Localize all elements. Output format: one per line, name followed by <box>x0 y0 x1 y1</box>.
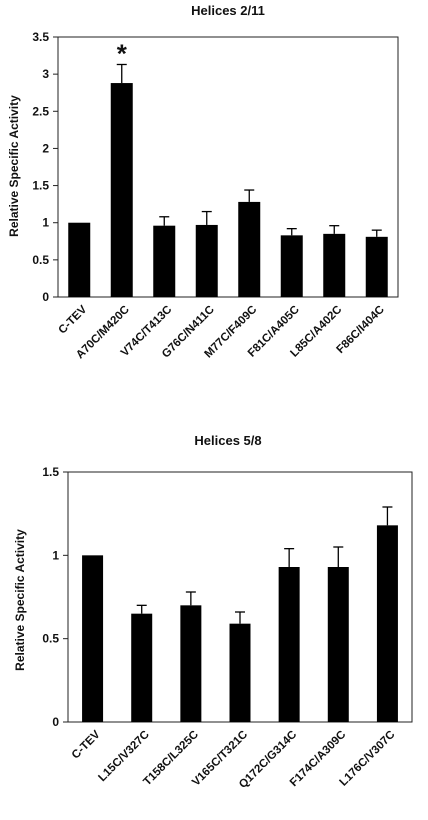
bar <box>131 613 153 722</box>
y-tick-label: 1.5 <box>42 465 59 479</box>
bar <box>153 225 176 297</box>
y-axis-label: Relative Specific Activity <box>7 95 21 237</box>
y-tick-label: 0 <box>42 290 49 304</box>
y-tick-label: 1.5 <box>32 179 49 193</box>
bar <box>229 623 251 722</box>
bar <box>376 525 398 722</box>
chart-title: Helices 2/11 <box>191 3 265 18</box>
y-ticks: 0 0.5 1 1.5 <box>42 465 68 729</box>
bar <box>68 222 91 297</box>
x-tick-label: L15C/V327C <box>96 729 151 784</box>
bars <box>82 525 398 722</box>
bar <box>323 233 346 297</box>
y-tick-label: 1 <box>42 216 49 230</box>
bar <box>110 83 133 297</box>
bar <box>280 235 303 297</box>
chart-title: Helices 5/8 <box>194 433 261 448</box>
bar <box>82 555 104 722</box>
x-tick-label: C-TEV <box>70 728 103 761</box>
x-tick-label: C-TEV <box>56 303 89 336</box>
y-tick-label: 0.5 <box>42 632 59 646</box>
bar <box>238 201 261 297</box>
y-tick-label: 2.5 <box>32 104 49 118</box>
bar <box>195 224 218 297</box>
chart-helices-2-11: Helices 2/11 Relative Specific Activity … <box>7 3 399 361</box>
y-ticks: 0 0.5 1 1.5 2 2.5 3 3.5 <box>32 30 58 304</box>
error-bars <box>116 63 382 237</box>
error-bars <box>136 506 393 624</box>
y-axis-label: Relative Specific Activity <box>13 529 27 671</box>
plot-frame <box>57 36 399 298</box>
bar <box>180 605 202 722</box>
chart-helices-5-8: Helices 5/8 Relative Specific Activity 0… <box>13 433 413 791</box>
y-tick-label: 0.5 <box>32 253 49 267</box>
significance-asterisk: * <box>117 38 128 68</box>
x-tick-labels: C-TEVA70C/M420CV74C/T413CG76C/N411CM77C/… <box>56 303 386 361</box>
annotations: * <box>117 38 128 68</box>
bar <box>327 567 349 722</box>
y-tick-label: 2 <box>42 141 49 155</box>
y-tick-label: 0 <box>52 715 59 729</box>
bar <box>278 567 300 722</box>
x-tick-labels: C-TEVL15C/V327CT158C/L325CV165C/T321CQ17… <box>70 728 398 791</box>
bar <box>365 236 388 297</box>
bars <box>68 83 388 297</box>
y-tick-label: 3.5 <box>32 30 49 44</box>
y-tick-label: 3 <box>42 67 49 81</box>
y-tick-label: 1 <box>52 548 59 562</box>
